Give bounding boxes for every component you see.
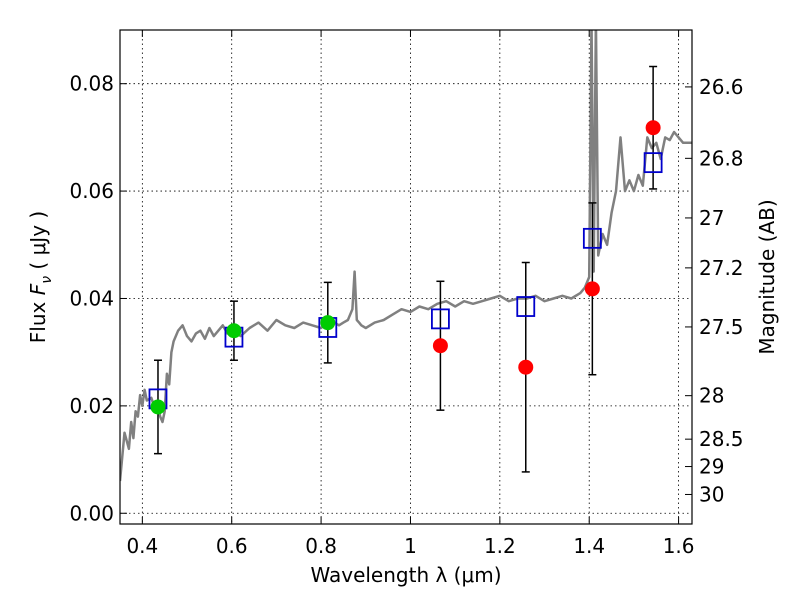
observed-point (320, 315, 336, 331)
y-tick-label: 0.04 (69, 286, 114, 310)
y2-tick-label: 27.5 (699, 315, 744, 339)
plot-frame (119, 29, 693, 525)
x-tick-label: 0.4 (126, 534, 158, 558)
y2-tick-label: 27.2 (699, 256, 744, 280)
y-axis-label-prefix: Flux (26, 295, 50, 343)
x-tick-label: 0.8 (305, 534, 337, 558)
model-photometry-box (643, 152, 663, 174)
x-tick-label: 1.6 (663, 534, 695, 558)
observed-point (150, 399, 166, 415)
plot-background (120, 30, 692, 524)
model-spectrum-layer (120, 30, 692, 482)
observed-point (584, 281, 600, 297)
y2-tick-label: 30 (699, 482, 724, 506)
model-photometry-box (516, 296, 536, 317)
model-spectrum-line (120, 30, 692, 482)
y-axis-label-subscript: ν (39, 276, 55, 284)
y2-axis-label: Magnitude (AB) (755, 199, 779, 354)
model-photometry-box (431, 308, 450, 330)
x-tick-label: 1.4 (573, 534, 605, 558)
y-axis-label: Flux Fν ( μJy ) (26, 211, 55, 343)
x-tick-labels: 0.4 0.6 0.8 1 1.2 1.4 1.6 (126, 534, 694, 558)
y2-tick-label: 28 (699, 384, 724, 408)
tick-marks (120, 30, 692, 524)
observed-point-layer (150, 120, 661, 415)
observed-point (518, 359, 534, 375)
observed-point (645, 120, 661, 136)
y-tick-label: 0.08 (69, 72, 114, 96)
y2-tick-label: 26.6 (699, 75, 744, 99)
y2-tick-label: 27 (699, 206, 724, 230)
x-tick-label: 0.6 (216, 534, 248, 558)
y-tick-labels: 0.00 0.02 0.04 0.06 0.08 (69, 72, 114, 526)
observed-point (432, 338, 448, 354)
y-axis-label-symbol: F (26, 283, 50, 295)
y-axis-label-suffix: ( μJy ) (26, 211, 50, 276)
y2-tick-label: 29 (699, 455, 724, 479)
observed-point (226, 323, 242, 339)
y2-tick-label: 28.5 (699, 427, 744, 451)
y2-tick-label: 26.8 (699, 146, 744, 170)
x-axis-label: Wavelength λ (μm) (310, 563, 501, 587)
model-photometry-box (582, 227, 602, 249)
y2-tick-labels: 26.6 26.8 27 27.2 27.5 28 28.5 29 30 (699, 75, 744, 507)
x-tick-label: 1 (404, 534, 417, 558)
y-tick-label: 0.02 (69, 394, 114, 418)
y-tick-label: 0.06 (69, 179, 114, 203)
x-tick-label: 1.2 (484, 534, 516, 558)
y-tick-label: 0.00 (69, 501, 114, 525)
grid (120, 30, 692, 524)
